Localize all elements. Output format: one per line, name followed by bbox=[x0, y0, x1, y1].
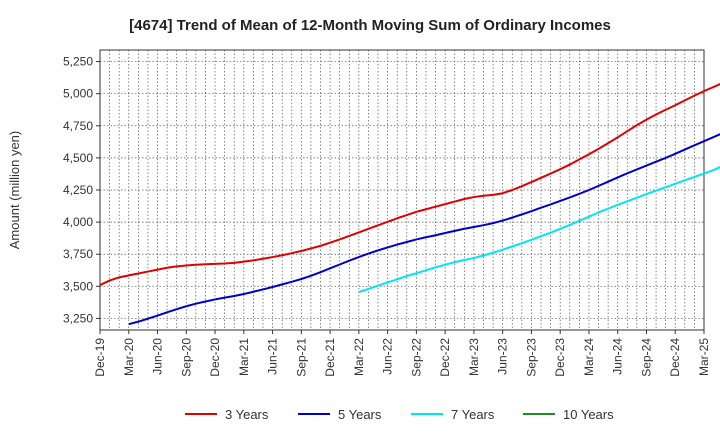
y-tick-label: 4,750 bbox=[63, 119, 93, 133]
chart-title: [4674] Trend of Mean of 12-Month Moving … bbox=[129, 17, 611, 34]
gridlines bbox=[100, 50, 704, 330]
series-lines bbox=[99, 83, 720, 326]
series-line-3-years bbox=[99, 83, 720, 286]
x-tick-label: Sep-20 bbox=[179, 338, 193, 377]
y-tick-label: 4,250 bbox=[63, 183, 93, 197]
y-tick-label: 3,500 bbox=[63, 279, 93, 293]
series-line-5-years bbox=[128, 133, 720, 326]
y-axis-label: Amount (million yen) bbox=[7, 131, 22, 250]
y-tick-label: 5,250 bbox=[63, 55, 93, 69]
x-tick-label: Mar-25 bbox=[697, 338, 711, 376]
x-tick-label: Mar-22 bbox=[352, 338, 366, 376]
x-tick-label: Mar-21 bbox=[237, 338, 251, 376]
x-tick-label: Jun-21 bbox=[266, 338, 280, 375]
y-tick-label: 4,500 bbox=[63, 151, 93, 165]
x-tick-label: Dec-19 bbox=[93, 338, 107, 377]
x-tick-label: Dec-24 bbox=[668, 338, 682, 377]
x-tick-label: Sep-22 bbox=[409, 338, 423, 377]
x-tick-label: Sep-24 bbox=[639, 338, 653, 377]
x-tick-label: Dec-22 bbox=[438, 338, 452, 377]
legend-label: 10 Years bbox=[563, 407, 614, 422]
legend: 3 Years 5 Years 7 Years 10 Years bbox=[185, 407, 614, 422]
legend-label: 5 Years bbox=[338, 407, 382, 422]
x-tick-label: Sep-21 bbox=[294, 338, 308, 377]
x-tick-label: Jun-22 bbox=[381, 338, 395, 375]
x-tick-label: Jun-20 bbox=[151, 338, 165, 375]
x-tick-label: Mar-20 bbox=[122, 338, 136, 376]
x-axis: Dec-19 Mar-20 Jun-20 Sep-20 Dec-20 Mar-21 Jun-… bbox=[93, 330, 711, 377]
x-tick-label: Sep-23 bbox=[524, 338, 538, 377]
x-tick-label: Mar-24 bbox=[582, 338, 596, 376]
y-tick-label: 3,250 bbox=[63, 311, 93, 325]
x-tick-label: Jun-24 bbox=[611, 338, 625, 375]
y-tick-label: 5,000 bbox=[63, 87, 93, 101]
y-axis: 3,250 3,500 3,750 4,000 4,250 4,500 4,750 5,000… bbox=[63, 55, 100, 325]
x-tick-label: Mar-23 bbox=[467, 338, 481, 376]
x-tick-label: Dec-23 bbox=[553, 338, 567, 377]
x-tick-label: Jun-23 bbox=[496, 338, 510, 375]
legend-label: 3 Years bbox=[225, 407, 269, 422]
x-tick-label: Dec-21 bbox=[323, 338, 337, 377]
x-tick-label: Dec-20 bbox=[208, 338, 222, 377]
legend-label: 7 Years bbox=[451, 407, 495, 422]
series-line-7-years bbox=[358, 165, 720, 294]
y-tick-label: 3,750 bbox=[63, 247, 93, 261]
y-tick-label: 4,000 bbox=[63, 215, 93, 229]
